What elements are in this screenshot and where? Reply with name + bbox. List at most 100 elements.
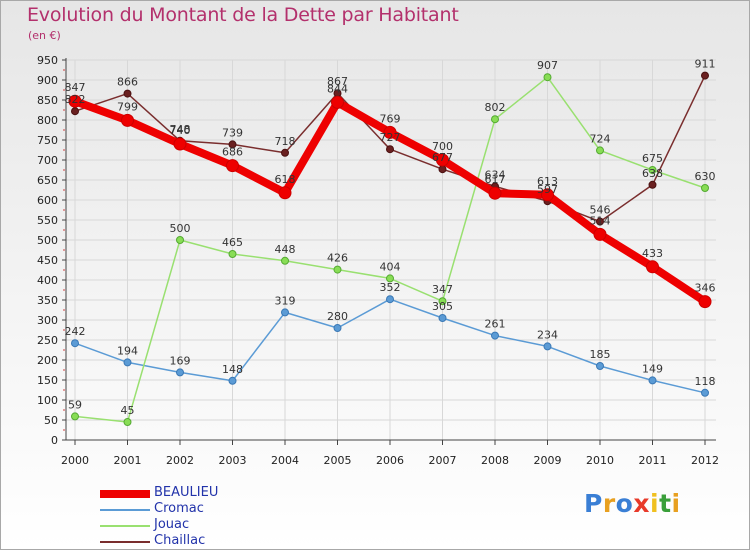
data-point-beaulieu	[593, 227, 607, 241]
data-label-beaulieu: 433	[642, 247, 663, 260]
data-point-chaillac	[386, 145, 394, 154]
data-label-jouac: 45	[121, 404, 135, 417]
logo-letter: t	[659, 489, 672, 518]
y-tick-label: 450	[37, 254, 58, 267]
data-point-beaulieu	[226, 159, 239, 173]
legend-label: Cromac	[154, 501, 204, 516]
data-label-cromac: 242	[65, 325, 86, 338]
data-label-chaillac: 634	[485, 168, 506, 181]
data-label-cromac: 118	[695, 375, 716, 388]
x-tick-label: 2008	[481, 454, 509, 467]
data-label-cromac: 148	[222, 363, 243, 376]
y-tick-label: 700	[37, 154, 58, 167]
data-label-beaulieu: 740	[170, 124, 191, 137]
data-point-chaillac	[281, 148, 289, 157]
x-tick-label: 2004	[271, 454, 299, 467]
y-tick-label: 400	[37, 274, 58, 287]
x-tick-label: 2009	[534, 454, 562, 467]
data-label-cromac: 169	[170, 354, 191, 367]
data-label-jouac: 465	[222, 236, 243, 249]
data-label-chaillac: 727	[380, 131, 401, 144]
data-point-cromac	[71, 339, 79, 348]
y-tick-label: 650	[37, 174, 58, 187]
data-point-beaulieu	[383, 125, 397, 139]
data-point-cromac	[438, 314, 447, 322]
x-tick-label: 2005	[324, 454, 352, 467]
data-point-chaillac	[701, 71, 709, 80]
y-tick-label: 900	[37, 74, 58, 87]
data-label-cromac: 280	[327, 310, 348, 323]
data-label-chaillac: 718	[275, 135, 296, 148]
series-layer	[68, 71, 712, 426]
data-label-jouac: 802	[485, 101, 506, 114]
data-label-jouac: 500	[170, 222, 191, 235]
data-point-chaillac	[71, 107, 79, 116]
data-label-jouac: 724	[590, 132, 611, 145]
label-layer: 847 799 740 686 618 844 769 700 617 613 514 433 346 2…	[65, 58, 716, 417]
logo-letter: r	[602, 489, 616, 518]
y-tick-label: 850	[37, 94, 58, 107]
data-label-chaillac: 546	[590, 204, 611, 217]
x-tick-label: 2010	[586, 454, 614, 467]
data-point-cromac	[386, 295, 394, 304]
data-label-jouac: 675	[642, 152, 663, 165]
chart-subtitle: (en €)	[28, 29, 61, 42]
data-label-chaillac: 638	[642, 167, 663, 180]
data-label-jouac: 347	[432, 283, 453, 296]
data-point-jouac	[438, 297, 447, 306]
data-label-beaulieu: 769	[380, 112, 401, 125]
data-point-beaulieu	[331, 95, 344, 109]
y-tick-label: 800	[37, 114, 58, 127]
data-point-beaulieu	[173, 137, 187, 151]
data-point-beaulieu	[121, 113, 134, 127]
y-tick-label: 100	[37, 394, 58, 407]
data-label-jouac: 404	[380, 260, 401, 273]
logo-letter: P	[584, 489, 603, 518]
data-point-beaulieu	[68, 94, 82, 108]
data-point-beaulieu	[646, 260, 659, 274]
data-point-beaulieu	[436, 153, 449, 167]
x-tick-label: 2011	[639, 454, 667, 467]
legend-swatch	[100, 490, 150, 498]
data-label-chaillac: 866	[117, 76, 138, 89]
data-label-cromac: 234	[537, 328, 558, 341]
data-point-cromac	[123, 358, 132, 367]
data-point-jouac	[491, 115, 499, 124]
x-tick-label: 2007	[429, 454, 457, 467]
data-label-beaulieu: 844	[327, 82, 348, 95]
data-label-jouac: 59	[68, 398, 82, 411]
data-point-beaulieu	[541, 188, 554, 202]
data-point-jouac	[701, 184, 709, 192]
data-label-jouac: 630	[695, 170, 716, 183]
data-point-jouac	[176, 236, 184, 244]
data-label-chaillac: 867	[327, 75, 348, 88]
y-tick-label: 0	[51, 434, 58, 447]
logo-letter: x	[633, 489, 650, 518]
data-point-jouac	[228, 250, 237, 258]
data-point-beaulieu	[278, 186, 292, 200]
y-tick-label: 200	[37, 354, 58, 367]
legend-label: Jouac	[154, 517, 190, 532]
logo-letter: i	[650, 489, 660, 518]
data-point-beaulieu	[488, 186, 502, 200]
data-label-chaillac: 822	[65, 93, 86, 106]
data-label-chaillac: 911	[695, 58, 716, 71]
data-label-beaulieu: 799	[117, 100, 138, 113]
data-label-cromac: 149	[642, 362, 663, 375]
legend-label: Chaillac	[154, 533, 206, 548]
data-point-chaillac	[123, 89, 132, 98]
data-label-cromac: 185	[590, 348, 611, 361]
x-tick-label: 2002	[166, 454, 194, 467]
data-label-cromac: 194	[117, 344, 138, 357]
axis-layer: 0 50 100 150 200 250 300 350 400 450 500 550 600 650 7…	[37, 54, 719, 467]
x-tick-label: 2000	[61, 454, 89, 467]
data-label-beaulieu: 613	[537, 175, 558, 188]
data-point-chaillac	[228, 140, 237, 149]
y-tick-label: 250	[37, 334, 58, 347]
data-label-cromac: 319	[275, 294, 296, 307]
data-label-chaillac: 597	[537, 183, 558, 196]
logo-letter: i	[671, 489, 681, 518]
data-point-cromac	[701, 388, 709, 397]
data-point-jouac	[596, 146, 604, 155]
data-point-jouac	[386, 274, 394, 283]
